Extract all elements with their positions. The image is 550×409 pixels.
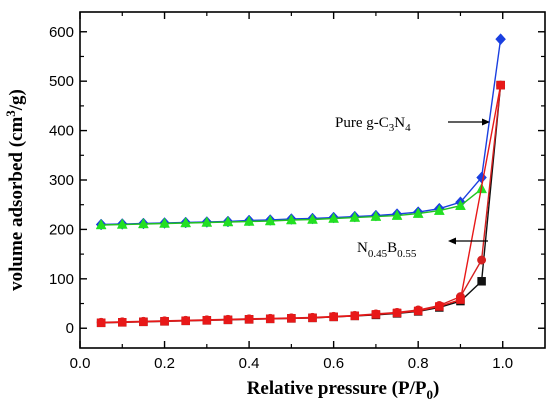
series-4-point-5	[202, 316, 212, 325]
series-4	[96, 80, 505, 328]
series-1-point-16	[433, 204, 445, 215]
y-tick-label-3: 300	[49, 172, 74, 189]
series-4-point-15	[413, 306, 423, 316]
series-4-point-1	[118, 318, 127, 327]
series-4-point-17	[456, 295, 465, 304]
plot-area	[95, 33, 506, 328]
axes: 0.0 0.2 0.4 0.6 0.8 1.0 0 100 200 300 400 500 600	[49, 11, 546, 372]
series-1-point-6	[222, 215, 234, 227]
series-4-point-13	[371, 310, 381, 319]
series-0-line	[101, 39, 502, 226]
series-3-line	[101, 85, 502, 323]
series-0	[95, 33, 506, 231]
series-1-point-15	[412, 207, 424, 218]
series-3-point-18	[477, 255, 487, 265]
series-1-point-0	[95, 218, 107, 230]
series-1-point-2	[137, 217, 149, 229]
x-axis-label: Relative pressure (P/P0)	[247, 378, 440, 402]
x-tick-label-4: 0.8	[408, 355, 429, 372]
series-4-point-4	[181, 316, 190, 326]
series-4-line	[101, 84, 502, 324]
series-1-point-11	[328, 212, 340, 223]
series-4-point-2	[139, 317, 148, 327]
series-4-point-10	[308, 313, 317, 323]
series-1-point-1	[116, 218, 128, 229]
y-axis-label: volume adsorbed (cm3/g)	[3, 89, 27, 291]
series-1-point-7	[243, 215, 255, 226]
series-1-point-17	[455, 199, 466, 210]
series-4-point-9	[287, 314, 296, 323]
series-1-point-5	[201, 216, 213, 227]
y-tick-label-5: 500	[49, 73, 74, 90]
series-4-point-0	[96, 318, 106, 328]
series-1-point-12	[349, 211, 361, 222]
series-4-point-14	[392, 308, 402, 318]
series-1	[95, 182, 488, 230]
plot-frame	[79, 11, 546, 349]
annotations: Pure g-C3N4 N0.45B0.55	[335, 115, 490, 260]
series-4-point-8	[265, 314, 275, 324]
series-4-point-16	[435, 302, 444, 311]
series-2-line	[101, 85, 502, 324]
annotation-pure-arrow-head	[482, 118, 490, 126]
series-3	[96, 80, 506, 327]
series-4-point-3	[160, 317, 169, 326]
series-4-point-18	[496, 80, 505, 90]
annotation-nb-arrow-head	[448, 237, 456, 245]
series-1-point-14	[391, 209, 403, 220]
x-tick-label-2: 0.4	[239, 355, 260, 372]
annotation-nb: N0.45B0.55	[357, 240, 417, 260]
y-tick-label-6: 600	[49, 24, 74, 41]
x-tick-label-1: 0.2	[154, 355, 175, 372]
series-1-point-13	[370, 210, 382, 221]
series-1-point-10	[307, 213, 318, 224]
series-4-point-12	[350, 311, 360, 321]
y-tick-label-1: 100	[49, 271, 74, 288]
series-1-point-3	[159, 217, 170, 228]
series-4-point-6	[223, 315, 233, 325]
y-tick-label-0: 0	[66, 320, 74, 337]
x-tick-label-3: 0.6	[323, 355, 344, 372]
series-1-point-9	[285, 213, 297, 225]
annotation-pure-gc3n4: Pure g-C3N4	[335, 115, 411, 134]
series-0-point-19	[495, 33, 506, 46]
series-2	[96, 80, 505, 328]
series-1-point-4	[180, 216, 192, 228]
series-4-point-11	[329, 312, 338, 322]
series-4-point-7	[244, 315, 254, 324]
y-tick-label-4: 400	[49, 123, 74, 140]
y-tick-label-2: 200	[49, 221, 74, 238]
x-tick-label-5: 1.0	[492, 355, 513, 372]
x-tick-label-0: 0.0	[70, 355, 91, 372]
series-2-point-18	[477, 277, 486, 286]
series-1-point-8	[264, 214, 276, 226]
